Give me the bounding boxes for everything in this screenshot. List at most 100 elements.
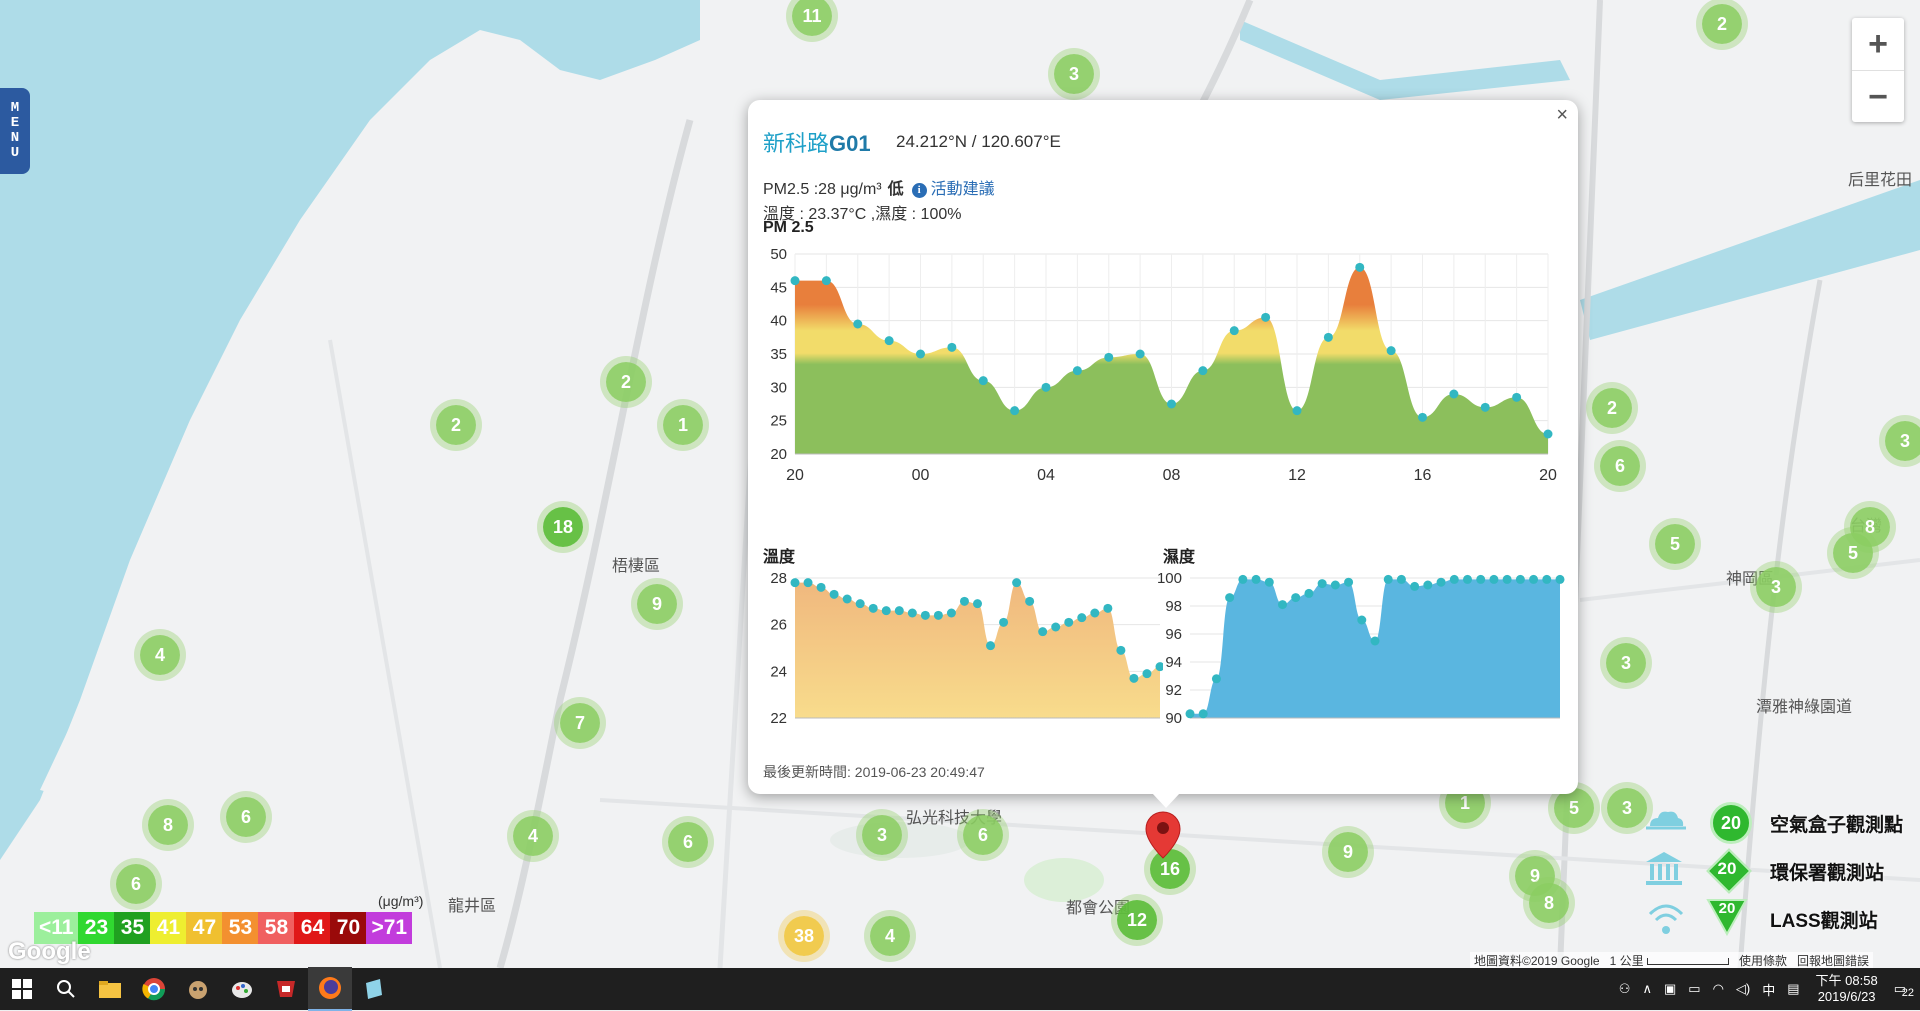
- station-cluster[interactable]: 9: [1328, 832, 1368, 872]
- data-point[interactable]: [1251, 574, 1261, 584]
- report-map-error-link[interactable]: 回報地圖錯誤: [1797, 954, 1870, 968]
- station-cluster[interactable]: 8: [1529, 883, 1569, 923]
- station-cluster[interactable]: 2: [606, 362, 646, 402]
- station-cluster[interactable]: 3: [1885, 421, 1920, 461]
- data-point[interactable]: [1383, 574, 1393, 584]
- tray-app-icon[interactable]: ▣: [1663, 981, 1677, 996]
- station-cluster[interactable]: 3: [1054, 54, 1094, 94]
- data-point[interactable]: [1038, 627, 1048, 637]
- data-point[interactable]: [842, 594, 852, 604]
- data-point[interactable]: [1010, 406, 1020, 416]
- app-icon-paint[interactable]: [220, 968, 264, 1010]
- notes-icon[interactable]: ▤: [1787, 981, 1800, 996]
- station-cluster[interactable]: 3: [862, 815, 902, 855]
- data-point[interactable]: [1025, 596, 1035, 606]
- data-point[interactable]: [947, 342, 957, 352]
- data-point[interactable]: [803, 578, 813, 588]
- data-point[interactable]: [959, 596, 969, 606]
- legend-epa[interactable]: 20 環保署觀測站: [1640, 848, 1920, 894]
- station-cluster[interactable]: 11: [792, 0, 832, 36]
- data-point[interactable]: [1264, 577, 1274, 587]
- data-point[interactable]: [986, 641, 996, 651]
- station-cluster[interactable]: 6: [1600, 446, 1640, 486]
- data-point[interactable]: [1198, 366, 1208, 376]
- data-point[interactable]: [1502, 574, 1512, 584]
- data-point[interactable]: [1142, 669, 1152, 679]
- station-cluster[interactable]: 3: [1606, 643, 1646, 683]
- data-point[interactable]: [933, 610, 943, 620]
- station-cluster[interactable]: 1: [663, 405, 703, 445]
- data-point[interactable]: [1103, 603, 1113, 613]
- data-point[interactable]: [1489, 574, 1499, 584]
- wifi-icon[interactable]: ◠: [1712, 981, 1724, 996]
- station-cluster[interactable]: 9: [637, 584, 677, 624]
- data-point[interactable]: [1304, 588, 1314, 598]
- people-icon[interactable]: ⚇: [1618, 981, 1631, 996]
- data-point[interactable]: [916, 349, 925, 359]
- activity-advice-link[interactable]: 活動建議: [930, 181, 995, 198]
- data-point[interactable]: [881, 606, 891, 616]
- data-point[interactable]: [1077, 613, 1087, 623]
- data-point[interactable]: [884, 336, 894, 346]
- station-cluster[interactable]: 16: [1150, 849, 1190, 889]
- station-cluster[interactable]: 18: [543, 507, 583, 547]
- data-point[interactable]: [821, 276, 831, 286]
- station-cluster[interactable]: 6: [668, 822, 708, 862]
- data-point[interactable]: [1090, 608, 1100, 618]
- data-point[interactable]: [894, 606, 904, 616]
- station-cluster[interactable]: 5: [1833, 533, 1873, 573]
- data-point[interactable]: [1370, 636, 1380, 646]
- data-point[interactable]: [1418, 412, 1427, 422]
- app-icon-notepad[interactable]: [352, 968, 396, 1010]
- zoom-in-button[interactable]: +: [1852, 18, 1904, 71]
- data-point[interactable]: [790, 276, 800, 286]
- data-point[interactable]: [1317, 579, 1327, 589]
- data-point[interactable]: [1476, 574, 1486, 584]
- search-icon[interactable]: [44, 968, 88, 1010]
- station-cluster[interactable]: 5: [1554, 788, 1594, 828]
- data-point[interactable]: [1529, 574, 1539, 584]
- app-icon-red[interactable]: [264, 968, 308, 1010]
- data-point[interactable]: [1543, 429, 1553, 439]
- station-cluster[interactable]: 12: [1117, 900, 1157, 940]
- data-point[interactable]: [868, 603, 878, 613]
- station-cluster[interactable]: 5: [1655, 524, 1695, 564]
- data-point[interactable]: [1480, 402, 1490, 412]
- data-point[interactable]: [816, 582, 826, 592]
- data-point[interactable]: [1423, 580, 1433, 590]
- ime-indicator[interactable]: 中: [1762, 982, 1776, 998]
- data-point[interactable]: [1291, 593, 1301, 603]
- station-cluster[interactable]: 4: [870, 916, 910, 956]
- data-point[interactable]: [1292, 406, 1302, 416]
- data-point[interactable]: [1330, 580, 1340, 590]
- data-point[interactable]: [1512, 392, 1522, 402]
- data-point[interactable]: [1355, 262, 1365, 272]
- data-point[interactable]: [790, 578, 800, 588]
- data-point[interactable]: [1515, 574, 1525, 584]
- station-cluster[interactable]: 4: [513, 816, 553, 856]
- app-icon-fox[interactable]: [176, 968, 220, 1010]
- terms-link[interactable]: 使用條款: [1738, 954, 1787, 968]
- station-cluster[interactable]: 6: [963, 815, 1003, 855]
- data-point[interactable]: [978, 376, 988, 386]
- station-cluster[interactable]: 2: [1592, 388, 1632, 428]
- data-point[interactable]: [1396, 574, 1406, 584]
- station-cluster[interactable]: 8: [148, 805, 188, 845]
- file-explorer-icon[interactable]: [88, 968, 132, 1010]
- close-icon[interactable]: ×: [1556, 104, 1568, 126]
- data-point[interactable]: [1064, 617, 1074, 627]
- data-point[interactable]: [973, 599, 982, 609]
- battery-icon[interactable]: ▭: [1688, 981, 1701, 996]
- data-point[interactable]: [1167, 399, 1176, 409]
- data-point[interactable]: [1198, 709, 1208, 719]
- windows-start-icon[interactable]: [0, 968, 44, 1010]
- data-point[interactable]: [1463, 574, 1472, 584]
- data-point[interactable]: [1386, 346, 1396, 356]
- data-point[interactable]: [1323, 332, 1333, 342]
- legend-airbox[interactable]: 20 空氣盒子觀測點: [1640, 800, 1920, 846]
- data-point[interactable]: [1104, 352, 1114, 362]
- chevron-up-icon[interactable]: ∧: [1642, 981, 1652, 996]
- data-point[interactable]: [1041, 382, 1051, 392]
- data-point[interactable]: [920, 610, 930, 620]
- data-point[interactable]: [853, 319, 863, 329]
